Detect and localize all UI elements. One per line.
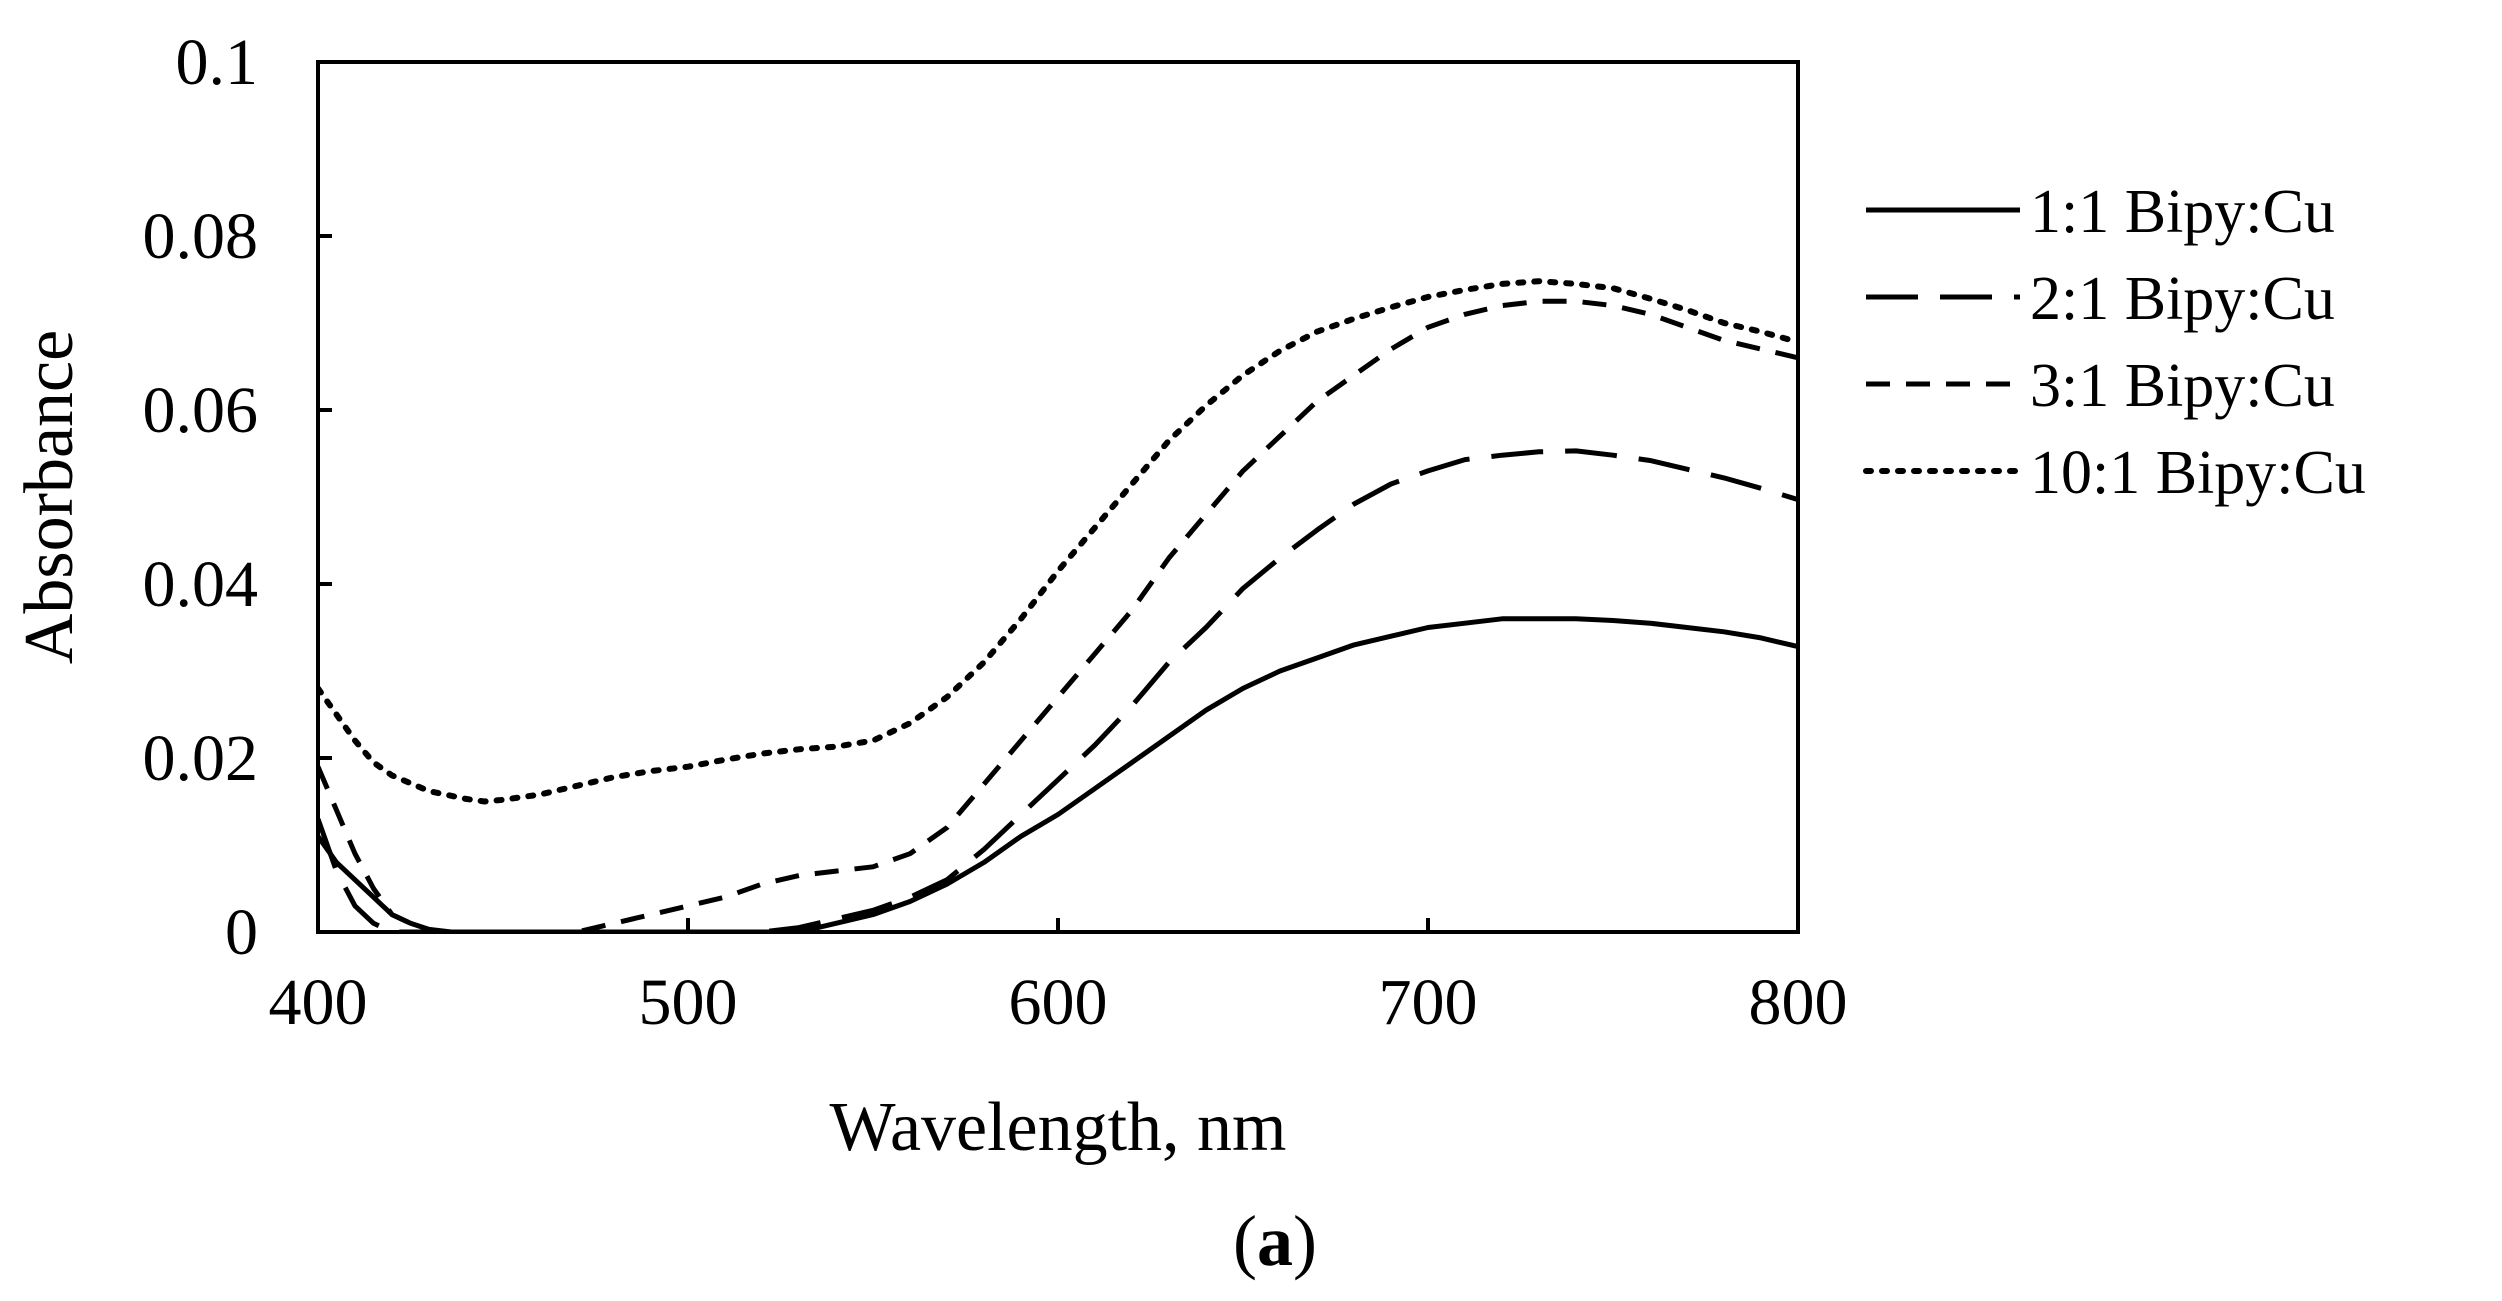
y-tick-label: 0 [225,896,258,969]
x-tick-label: 400 [269,966,368,1039]
panel-label: (a) [1233,1201,1317,1281]
x-axis-label: Wavelength, nm [829,1089,1286,1166]
y-tick-label: 0.06 [143,374,259,447]
x-tick-label: 500 [639,966,738,1039]
x-tick-label: 600 [1009,966,1108,1039]
legend-label-2: 2:1 Bipy:Cu [2030,265,2335,333]
y-tick-label: 0.04 [143,548,259,621]
y-tick-label: 0.1 [176,26,259,99]
y-tick-label: 0.02 [143,722,259,795]
x-tick-label: 700 [1379,966,1478,1039]
x-tick-label: 800 [1749,966,1848,1039]
series-line-4 [318,278,1798,805]
series-line-2 [318,448,1798,932]
legend-label-1: 1:1 Bipy:Cu [2030,178,2335,246]
series-line-3 [318,298,1798,932]
legend: 1:1 Bipy:Cu 2:1 Bipy:Cu 3:1 Bipy:Cu 10:1 Bi… [1863,178,2366,507]
legend-label-3: 3:1 Bipy:Cu [2030,352,2335,420]
y-axis-label: Absorbance [11,330,88,664]
y-tick-label: 0.08 [143,200,259,273]
legend-label-4: 10:1 Bipy:Cu [2030,439,2366,507]
